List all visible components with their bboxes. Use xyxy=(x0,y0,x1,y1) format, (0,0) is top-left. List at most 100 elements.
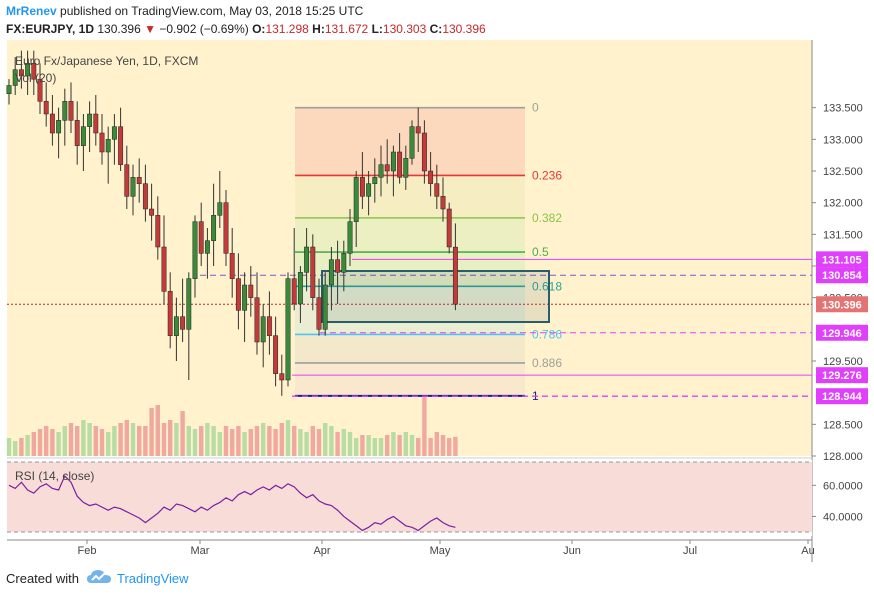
volume-bar xyxy=(236,426,241,456)
open-value: 131.298 xyxy=(265,22,309,36)
rsi-indicator: 60.0000 40.0000 xyxy=(8,474,863,532)
bearish-candle xyxy=(161,246,167,292)
volume-label: Vol (20) xyxy=(15,71,56,85)
bullish-candle xyxy=(62,101,68,121)
volume-bar xyxy=(292,426,297,456)
volume-bar xyxy=(44,426,49,456)
volume-bar xyxy=(155,405,160,456)
volume-bar xyxy=(62,426,67,456)
price-tick-label: 133.500 xyxy=(823,103,863,115)
volume-bar xyxy=(267,426,272,456)
volume-bar xyxy=(81,420,86,456)
bearish-candle xyxy=(155,215,161,248)
volume-bar xyxy=(416,438,421,456)
volume-bar xyxy=(112,426,117,456)
volume-bar xyxy=(93,426,98,456)
bullish-candle xyxy=(372,177,378,184)
bullish-candle xyxy=(211,215,217,241)
volume-bar xyxy=(143,426,148,456)
volume-bar xyxy=(50,429,55,456)
bullish-candle xyxy=(347,221,353,254)
bearish-candle xyxy=(43,101,49,115)
volume-bar xyxy=(261,423,266,456)
high-value: 131.672 xyxy=(324,22,369,36)
bearish-candle xyxy=(167,291,173,336)
volume-bar xyxy=(323,423,328,456)
horizontal-lines[interactable] xyxy=(7,258,812,397)
fib-level-label: 0.382 xyxy=(532,211,562,225)
target-rectangle[interactable] xyxy=(321,270,550,323)
fib-zone xyxy=(295,175,525,218)
bullish-candle xyxy=(341,253,347,273)
volume-bar xyxy=(217,432,222,456)
bearish-candle xyxy=(99,132,105,153)
volume-bar xyxy=(6,438,12,456)
volume-bar xyxy=(99,429,105,456)
volume-bar xyxy=(316,429,322,456)
tradingview-brand[interactable]: TradingView xyxy=(117,571,189,586)
bullish-candle xyxy=(204,240,210,254)
fib-zone xyxy=(295,217,525,253)
volume-bar xyxy=(397,435,402,456)
symbol-label[interactable]: FX:EURJPY, 1D xyxy=(6,22,95,36)
bearish-candle xyxy=(68,101,74,121)
author-name[interactable]: MrRenev xyxy=(6,4,57,18)
bullish-candle xyxy=(105,139,111,153)
volume-bar xyxy=(298,429,303,456)
bullish-candle xyxy=(87,113,93,127)
month-label: Feb xyxy=(78,545,97,557)
bearish-candle xyxy=(229,253,235,279)
open-label: O: xyxy=(252,22,266,36)
volume-bar xyxy=(25,435,30,456)
price-tag-label: 128.944 xyxy=(822,391,863,403)
fib-level-label: 0.5 xyxy=(532,245,549,259)
bearish-candle xyxy=(421,132,427,172)
volume-bar xyxy=(211,426,216,456)
month-label: Apr xyxy=(313,545,330,557)
bearish-candle xyxy=(428,170,434,184)
price-tag xyxy=(816,296,868,313)
chart-header: MrRenev published on TradingView.com, Ma… xyxy=(0,0,874,40)
volume-bar xyxy=(254,426,260,456)
quote-line: FX:EURJPY, 1D 130.396 ▼ −0.902 (−0.69%) … xyxy=(6,22,486,36)
volume-bar xyxy=(341,429,346,456)
bearish-candle xyxy=(149,208,155,216)
volume-bar xyxy=(56,432,61,456)
bearish-candle xyxy=(49,113,55,134)
footer: Created with TradingView xyxy=(0,562,874,596)
bullish-candle xyxy=(242,284,248,311)
bearish-candle xyxy=(384,164,390,172)
bearish-candle xyxy=(397,151,403,178)
volume-bar xyxy=(453,436,458,456)
bearish-candle xyxy=(235,278,241,311)
bearish-candle xyxy=(279,373,285,381)
bearish-candle xyxy=(18,69,24,77)
high-label: H: xyxy=(312,22,325,36)
volume-bar xyxy=(248,429,253,456)
volume-bar xyxy=(304,432,309,456)
time-axis[interactable]: Feb Mar Apr May Jun Jul Au xyxy=(78,540,815,557)
bullish-candle xyxy=(285,278,291,381)
price-tag xyxy=(816,267,868,284)
bearish-candle xyxy=(266,316,272,336)
bullish-candle xyxy=(328,259,334,286)
volume-bar xyxy=(13,441,18,456)
volume-bar xyxy=(285,420,291,456)
volume-bar xyxy=(434,432,439,456)
volume-bar xyxy=(37,429,43,456)
fib-level-label: 0.236 xyxy=(532,168,562,182)
volume-bar xyxy=(310,426,315,456)
price-tag-label: 131.105 xyxy=(822,254,862,266)
tradingview-cloud-icon[interactable] xyxy=(86,568,112,586)
volume-bar xyxy=(428,438,433,456)
volume-bar xyxy=(118,423,123,456)
bearish-candle xyxy=(74,120,80,146)
bearish-candle xyxy=(446,208,452,248)
volume-bar xyxy=(149,408,154,456)
bullish-candle xyxy=(378,164,384,178)
bullish-candle xyxy=(173,316,179,336)
bullish-candle xyxy=(304,246,310,273)
volume-bar xyxy=(422,396,427,456)
